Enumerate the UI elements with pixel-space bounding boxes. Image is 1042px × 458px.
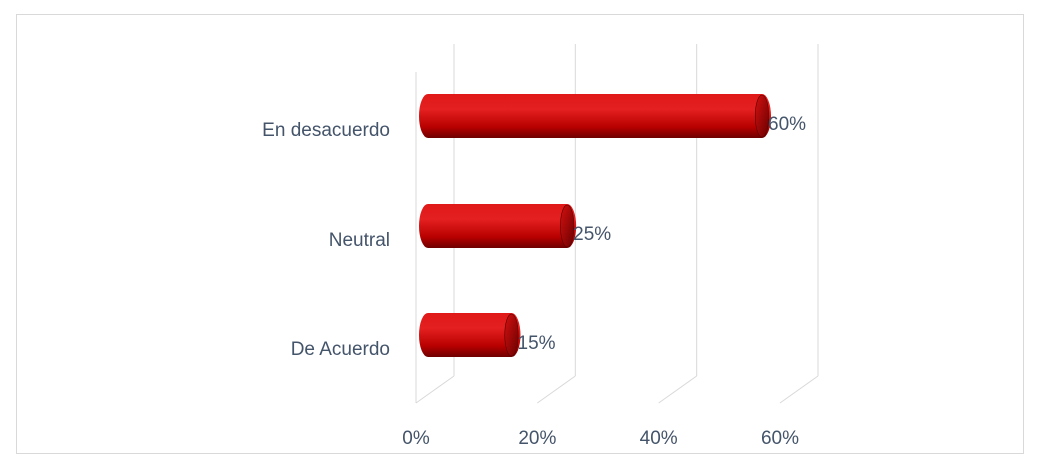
bar-body <box>419 313 521 357</box>
x-tick-label: 0% <box>402 428 430 449</box>
bars <box>419 94 771 357</box>
category-label: Neutral <box>329 230 390 251</box>
bar-body <box>419 204 577 248</box>
bar-body <box>419 94 771 138</box>
bar <box>419 94 771 138</box>
data-label: 15% <box>518 333 556 354</box>
gridline-floor <box>779 375 819 404</box>
x-tick-label: 20% <box>518 428 556 449</box>
bar <box>419 204 577 248</box>
gridline-floor <box>415 375 455 404</box>
x-tick-label: 60% <box>761 428 799 449</box>
bar-cap <box>560 204 575 248</box>
category-label: En desacuerdo <box>262 120 390 141</box>
labels: 0% 20% 40% 60% En desacuerdo 60% Neutral 25% De … <box>262 114 806 449</box>
bar-cap <box>754 94 770 138</box>
bar <box>419 313 521 357</box>
gridline-floor <box>537 375 576 404</box>
data-label: 60% <box>768 114 806 135</box>
category-label: De Acuerdo <box>291 339 390 360</box>
bar-cap <box>504 313 519 357</box>
data-label: 25% <box>573 224 611 245</box>
x-tick-label: 40% <box>640 428 678 449</box>
gridline-floor <box>658 375 697 404</box>
